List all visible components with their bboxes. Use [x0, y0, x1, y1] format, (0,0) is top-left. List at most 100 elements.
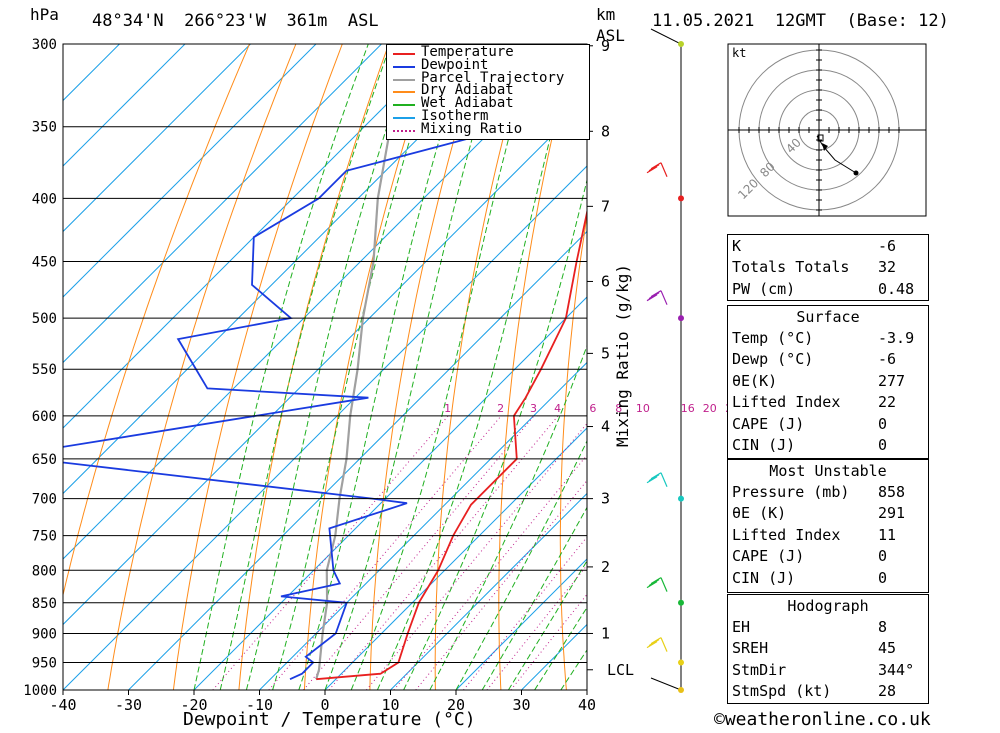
legend-item: Parcel Trajectory: [391, 69, 587, 86]
hodograph-storm-marker: [822, 143, 828, 151]
isotherm-line: [63, 99, 587, 626]
height-unit-label-asl: ASL: [596, 26, 625, 45]
isotherm-line: [128, 230, 587, 690]
legend-item: Wet Adiabat: [391, 95, 587, 111]
index-label: Lifted Index: [732, 393, 841, 412]
isotherm-line: [324, 427, 587, 690]
height-tick-label: 1: [601, 624, 610, 642]
legend-item: Isotherm: [391, 108, 587, 124]
mixing-ratio-tick-label: 16: [681, 402, 695, 415]
wind-barb: [646, 637, 668, 652]
dry-adiabat-line: [678, 44, 714, 690]
index-row: θE (K) 291: [732, 503, 924, 524]
index-row: K -6: [732, 236, 924, 257]
pressure-tick-label: 400: [32, 191, 57, 207]
legend-swatch: [393, 65, 415, 68]
hodograph-storm-box: [817, 134, 824, 142]
wet-adiabat-line: [193, 44, 369, 690]
index-row: Lifted Index 11: [732, 525, 924, 546]
pressure-tick-label: 600: [32, 409, 57, 425]
pressure-tick-label: 1000: [23, 683, 57, 699]
x-tick-label: -20: [180, 696, 207, 714]
index-value: 8: [878, 618, 888, 636]
index-value: 344°: [878, 660, 915, 679]
mixing-ratio-line: [328, 415, 559, 690]
wind-barb: [646, 290, 668, 305]
legend-label: Parcel Trajectory: [421, 69, 565, 86]
x-tick-label: 40: [578, 696, 596, 714]
height-tick-label: LCL: [607, 661, 634, 679]
index-label: Dewp (°C): [732, 350, 814, 369]
index-row: Totals Totals 32: [732, 257, 924, 278]
wind-level-dot: [678, 41, 684, 47]
mixing-ratio-tick-label: 1: [444, 402, 451, 415]
index-row: Pressure (mb) 858: [732, 482, 924, 503]
isotherm-line: [63, 165, 587, 690]
isotherm-line: [63, 44, 251, 233]
index-label: SREH: [732, 639, 769, 658]
credit-text: ©weatheronline.co.uk: [714, 709, 931, 730]
index-value: 277: [878, 371, 906, 390]
legend-label: Dewpoint: [421, 56, 489, 73]
index-row: CAPE (J) 0: [732, 414, 924, 435]
index-row: CIN (J) 0: [732, 435, 924, 456]
wind-profile-axis: [650, 28, 682, 691]
pressure-unit-label: hPa: [30, 5, 59, 24]
index-value: 11: [878, 525, 897, 544]
height-tick-label: 7: [601, 197, 610, 215]
wind-level-dot: [678, 687, 684, 693]
index-label: Temp (°C): [732, 329, 814, 347]
index-label: CAPE (J): [732, 547, 805, 566]
index-label: CAPE (J): [732, 414, 805, 433]
legend: Temperature Dewpoint Parcel Trajectory Dry …: [386, 44, 590, 140]
index-label: StmDir: [732, 660, 787, 679]
legend-label: Dry Adiabat: [421, 82, 514, 99]
wind-barb: [646, 577, 668, 592]
index-row: CIN (J) 0: [732, 568, 924, 589]
height-tick-label: 5: [601, 344, 610, 362]
wind-level-dot: [678, 315, 684, 322]
index-row: PW (cm) 0.48: [732, 279, 924, 300]
isotherm-line: [63, 44, 317, 298]
wet-adiabat-line: [245, 44, 416, 690]
wind-level-dot: [678, 195, 684, 202]
index-value: 22: [878, 393, 897, 412]
mixing-ratio-line: [365, 422, 587, 690]
isotherm-line: [63, 44, 579, 560]
index-value: 0: [878, 414, 888, 433]
height-unit-label: km: [596, 5, 616, 24]
x-tick-label: 10: [381, 696, 399, 714]
index-label: StmSpd (kt): [732, 682, 832, 701]
pressure-tick-label: 850: [32, 596, 57, 612]
index-value: 28: [878, 682, 897, 701]
index-row: SREH 45: [732, 638, 924, 659]
legend-item: Dry Adiabat: [391, 82, 587, 99]
wind-barb: [646, 162, 668, 178]
height-tick-label: 8: [601, 122, 610, 140]
legend-item: Dewpoint: [391, 56, 587, 73]
x-tick-label: -30: [115, 696, 142, 714]
legend-swatch: [393, 117, 415, 119]
x-tick-label: -10: [246, 696, 273, 714]
index-label: θE(K): [732, 371, 778, 390]
legend-swatch: [393, 78, 415, 81]
isotherm-line: [259, 361, 587, 690]
hodograph-unit-label: kt: [732, 46, 746, 60]
index-value: 0: [878, 547, 888, 566]
dry-adiabat-line: [559, 212, 587, 690]
isotherm-line: [63, 44, 513, 495]
index-value: 858: [878, 483, 906, 501]
mixing-ratio-line: [510, 593, 587, 690]
pressure-tick-label: 650: [32, 452, 57, 468]
indices-surface-box: Surface Temp (°C) -3.9 Dewp (°C) -6 θE(K) 277…: [727, 305, 929, 459]
index-label: CIN (J): [732, 568, 796, 587]
x-axis-label: Dewpoint / Temperature (°C): [183, 709, 476, 730]
pressure-tick-label: 300: [32, 37, 57, 53]
index-label: K: [732, 237, 742, 255]
wet-adiabat-line: [455, 439, 587, 690]
index-value: -6: [878, 237, 897, 255]
index-label: PW (cm): [732, 279, 796, 298]
pressure-tick-label: 750: [32, 529, 57, 545]
wind-level-dot: [678, 659, 684, 666]
pressure-tick-label: 800: [32, 563, 57, 579]
